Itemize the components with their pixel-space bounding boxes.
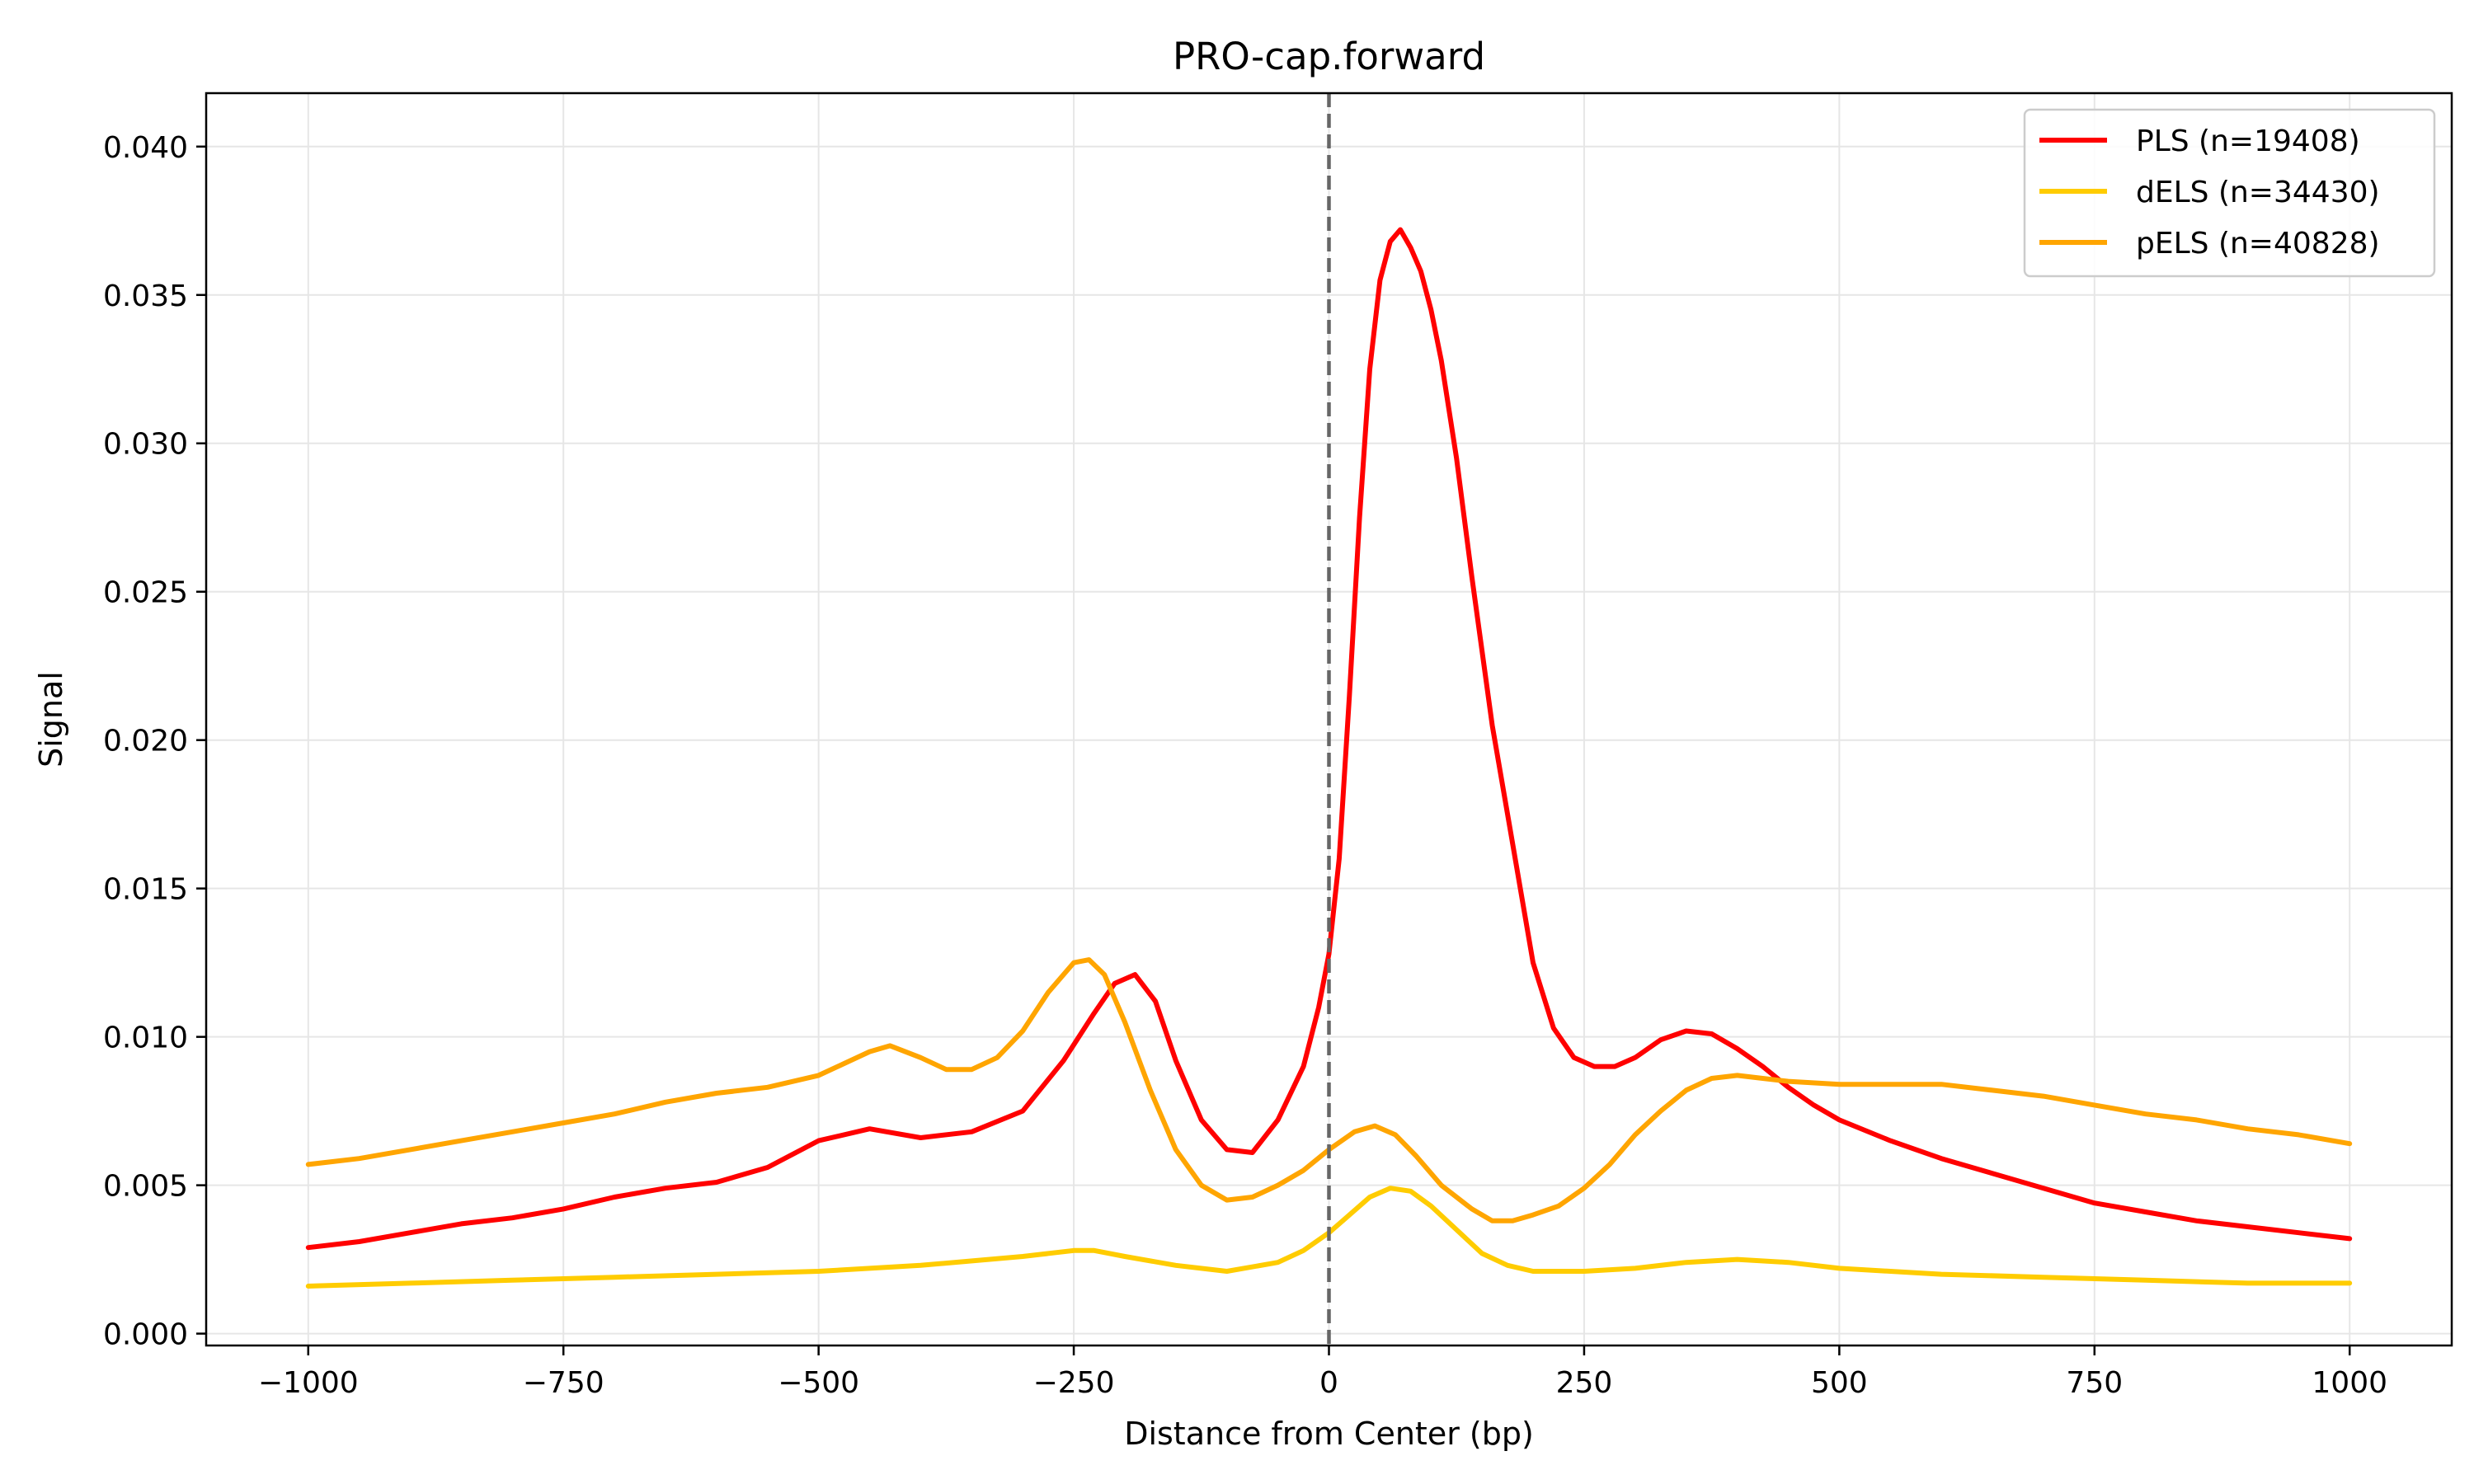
- x-tick-label: −250: [1033, 1366, 1115, 1400]
- y-tick-label: 0.010: [103, 1021, 188, 1055]
- x-tick-label: −500: [778, 1366, 859, 1400]
- x-tick-label: 500: [1811, 1366, 1868, 1400]
- chart-title: PRO-cap.forward: [1173, 35, 1485, 78]
- x-tick-label: 750: [2066, 1366, 2123, 1400]
- legend-label-1: dELS (n=34430): [2136, 176, 2380, 209]
- legend-label-0: PLS (n=19408): [2136, 124, 2360, 158]
- y-tick-label: 0.000: [103, 1318, 188, 1352]
- legend-label-2: pELS (n=40828): [2136, 227, 2380, 261]
- plot-area: [305, 227, 2353, 1289]
- series-line-2: [305, 957, 2353, 1223]
- series-lines: [305, 227, 2353, 1289]
- y-axis-label: Signal: [33, 671, 69, 768]
- x-tick-label: −750: [523, 1366, 604, 1400]
- x-tick-label: −1000: [258, 1366, 359, 1400]
- x-tick-label: 0: [1319, 1366, 1338, 1400]
- x-axis-label: Distance from Center (bp): [1124, 1416, 1534, 1452]
- legend-box: [2023, 108, 2436, 278]
- y-tick-label: 0.040: [103, 131, 188, 165]
- y-tick-label: 0.025: [103, 576, 188, 610]
- y-tick-label: 0.015: [103, 873, 188, 907]
- series-line-1: [305, 1186, 2353, 1289]
- y-tick-label: 0.020: [103, 725, 188, 758]
- y-tick-label: 0.035: [103, 279, 188, 313]
- series-line-0: [305, 227, 2353, 1251]
- y-tick-label: 0.030: [103, 428, 188, 462]
- legend: PLS (n=19408) dELS (n=34430) pELS (n=40828…: [2023, 108, 2436, 278]
- y-tick-label: 0.005: [103, 1170, 188, 1204]
- x-tick-label: 1000: [2312, 1366, 2387, 1400]
- x-axis-ticks: −1000 −750 −500 −250 0 250 500 750 1000: [258, 1345, 2387, 1400]
- x-tick-label: 250: [1556, 1366, 1613, 1400]
- y-axis-ticks: 0.000 0.005 0.010 0.015 0.020 0.025 0.030 0.035…: [103, 131, 206, 1352]
